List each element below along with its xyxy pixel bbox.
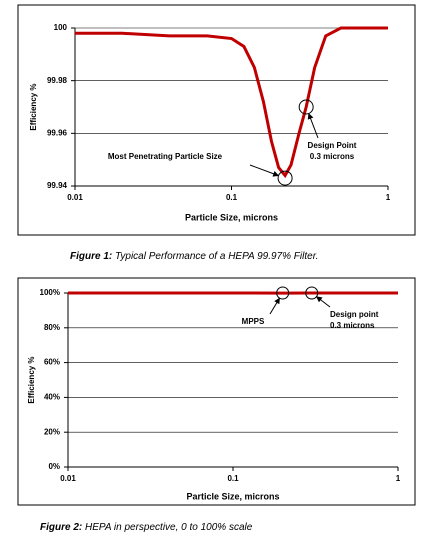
caption-text: Typical Performance of a HEPA 99.97% Fil…: [112, 251, 318, 262]
caption: Figure 2: HEPA in perspective, 0 to 100%…: [40, 522, 253, 533]
y-tick-label: 20%: [44, 427, 60, 436]
caption-text: HEPA in perspective, 0 to 100% scale: [82, 522, 253, 533]
annotation-marker: [276, 286, 290, 300]
x-axis-label: Particle Size, microns: [185, 212, 278, 222]
x-axis-label: Particle Size, microns: [186, 491, 279, 501]
annotation-text: 0.3 microns: [330, 321, 375, 330]
x-tick-label: 1: [386, 193, 391, 202]
y-tick-label: 40%: [44, 393, 60, 402]
x-tick-label: 0.1: [227, 474, 239, 483]
annotation-text: MPPS: [242, 317, 265, 326]
annotation-text: 0.3 microns: [310, 152, 355, 161]
annotation-arrow: [269, 297, 280, 315]
annotation-arrow: [316, 296, 331, 308]
caption: Figure 1: Typical Performance of a HEPA …: [70, 251, 318, 262]
y-axis-label: Efficiency %: [27, 356, 36, 403]
y-tick-label: 80%: [44, 323, 60, 332]
annotation-text: Design point: [330, 310, 379, 319]
annotation-text: Most Penetrating Particle Size: [108, 152, 223, 161]
y-tick-label: 0%: [48, 462, 60, 471]
annotation-marker: [277, 170, 293, 186]
annotation-marker: [305, 286, 319, 300]
y-axis-label: Efficiency %: [29, 83, 38, 130]
x-tick-label: 0.1: [226, 193, 238, 202]
x-tick-label: 1: [396, 474, 401, 483]
annotation-arrow: [307, 112, 319, 139]
y-tick-label: 99.98: [47, 76, 68, 85]
y-tick-label: 100: [54, 23, 68, 32]
annotation-text: Design Point: [308, 141, 357, 150]
y-tick-label: 60%: [44, 358, 60, 367]
annotation-arrow: [249, 164, 280, 177]
y-tick-label: 99.96: [47, 128, 68, 137]
y-tick-label: 100%: [40, 288, 60, 297]
x-tick-label: 0.01: [67, 193, 83, 202]
annotation-marker: [298, 99, 314, 115]
caption-label: Figure 2:: [40, 522, 82, 533]
chart: 99.94 99.96 99.98 100 0.01 0.1 1 Particle Size,…: [17, 4, 416, 262]
caption-label: Figure 1:: [70, 251, 112, 262]
chart-frame: [17, 4, 416, 236]
y-tick-label: 99.94: [47, 181, 68, 190]
chart: 0% 20% 40% 60% 80% 100% 0.01 0.1 1 Particle Size,…: [17, 277, 416, 533]
series-line: [75, 26, 388, 179]
x-tick-label: 0.01: [60, 474, 76, 483]
